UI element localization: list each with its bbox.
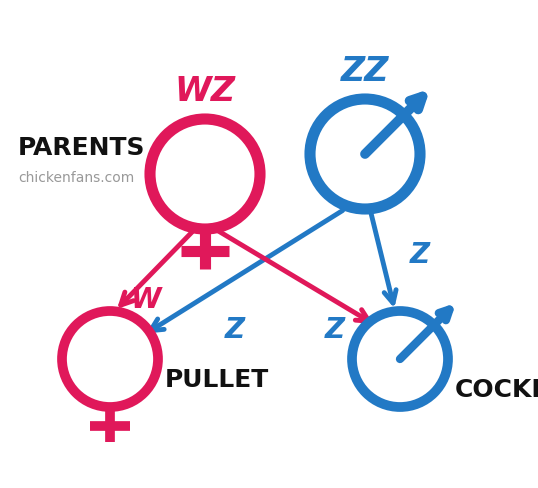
Text: Z: Z	[325, 315, 345, 343]
Text: WZ: WZ	[174, 75, 236, 108]
Text: ZZ: ZZ	[341, 55, 390, 88]
Text: PARENTS: PARENTS	[18, 136, 145, 160]
Text: PULLET: PULLET	[165, 367, 269, 391]
Text: W: W	[130, 285, 160, 313]
Text: Z: Z	[225, 315, 245, 343]
Text: COCKEREL: COCKEREL	[455, 377, 538, 401]
Text: chickenfans.com: chickenfans.com	[18, 171, 134, 184]
Text: Z: Z	[410, 241, 430, 268]
